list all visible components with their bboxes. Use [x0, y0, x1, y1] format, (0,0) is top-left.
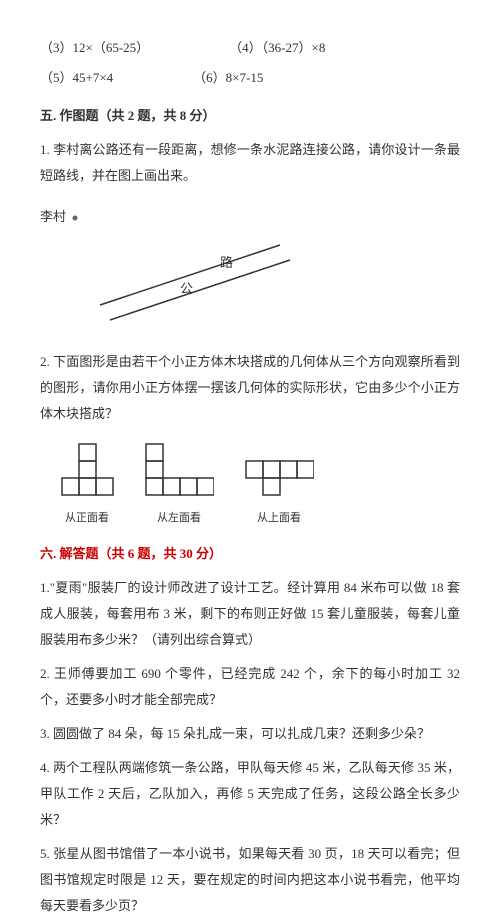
question-6-3: 3. 圆圆做了 84 朵，每 15 朵扎成一束，可以扎成几束？还剩多少朵？ — [40, 721, 460, 747]
exercise-5: （5）45+7×4 — [40, 65, 113, 91]
shape-left-label: 从左面看 — [144, 507, 214, 529]
shape-top: 从上面看 — [244, 442, 314, 529]
exercise-6: （6）8×7-15 — [193, 65, 263, 91]
exercise-4: （4）（36-27）×8 — [229, 35, 325, 61]
exercise-row-1: （3）12×（65-25） （4）（36-27）×8 — [40, 35, 460, 61]
shape-left: 从左面看 — [144, 442, 214, 529]
question-5-1: 1. 李村离公路还有一段距离，想修一条水泥路连接公路，请你设计一条最短路线，并在… — [40, 137, 460, 189]
shape-top-label: 从上面看 — [244, 507, 314, 529]
shapes-container: 从正面看 从左面看 从上面看 — [60, 442, 460, 529]
village-label: 李村 — [40, 204, 460, 230]
section-5-title: 五. 作图题（共 2 题，共 8 分） — [40, 103, 460, 129]
shape-top-svg — [244, 442, 314, 496]
road-svg: 路 公 — [80, 235, 310, 325]
question-6-1: 1."夏雨"服装厂的设计师改进了设计工艺。经计算用 84 米布可以做 18 套成… — [40, 575, 460, 653]
shape-front: 从正面看 — [60, 442, 114, 529]
shape-front-label: 从正面看 — [60, 507, 114, 529]
question-6-4: 4. 两个工程队两端修筑一条公路，甲队每天修 45 米，乙队每天修 35 米，甲… — [40, 755, 460, 833]
road-diagram: 路 公 — [80, 235, 460, 334]
section-6-title: 六. 解答题（共 6 题，共 30 分） — [40, 541, 460, 567]
shape-left-svg — [144, 442, 214, 496]
exercise-row-2: （5）45+7×4 （6）8×7-15 — [40, 65, 460, 91]
question-6-2: 2. 王师傅要加工 690 个零件，已经完成 242 个，余下的每小时加工 32… — [40, 661, 460, 713]
village-dot-icon — [69, 212, 81, 224]
exercise-3: （3）12×（65-25） — [40, 35, 149, 61]
question-6-5: 5. 张星从图书馆借了一本小说书，如果每天看 30 页，18 天可以看完；但图书… — [40, 841, 460, 919]
road-label-1: 路 — [220, 255, 233, 270]
shape-front-svg — [60, 442, 114, 496]
question-5-2: 2. 下面图形是由若干个小正方体木块搭成的几何体从三个方向观察所看到的图形，请你… — [40, 349, 460, 427]
road-label-2: 公 — [180, 281, 193, 296]
